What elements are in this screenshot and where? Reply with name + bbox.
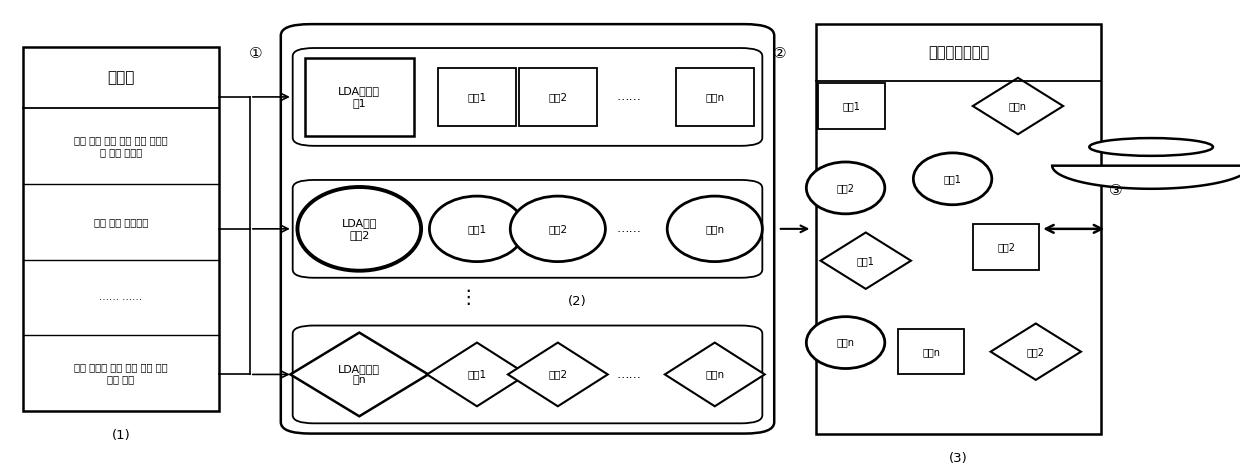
Text: 主题2: 主题2 [548, 224, 568, 234]
FancyBboxPatch shape [293, 326, 763, 423]
Text: 主题2: 主题2 [548, 92, 568, 102]
Bar [898, 329, 965, 374]
Text: 主题1: 主题1 [944, 174, 961, 184]
Text: ③: ③ [1109, 183, 1122, 198]
Text: 主题n: 主题n [706, 370, 724, 379]
Text: ⋮: ⋮ [459, 288, 479, 307]
Text: LDA主题
模型2: LDA主题 模型2 [341, 218, 377, 240]
Text: ②: ② [774, 46, 787, 61]
Text: 主题1: 主题1 [842, 101, 861, 111]
Text: (2): (2) [568, 295, 587, 308]
Text: LDA主题模
型1: LDA主题模 型1 [339, 86, 381, 108]
Polygon shape [290, 333, 428, 416]
Text: 主题n: 主题n [1009, 101, 1027, 111]
Bar [973, 224, 1039, 270]
Ellipse shape [806, 162, 885, 214]
FancyBboxPatch shape [293, 180, 763, 278]
Bar [676, 68, 754, 125]
Polygon shape [508, 343, 608, 406]
Text: ……: …… [616, 90, 641, 103]
Ellipse shape [298, 187, 422, 271]
Text: 主题1: 主题1 [857, 256, 874, 266]
Bar [518, 68, 598, 125]
Text: 主题1: 主题1 [467, 370, 486, 379]
Text: ……: …… [616, 368, 641, 381]
FancyBboxPatch shape [293, 48, 763, 146]
Text: LDA主题模
型n: LDA主题模 型n [339, 363, 381, 385]
PathPatch shape [1053, 166, 1240, 189]
Polygon shape [973, 78, 1063, 134]
Text: 主题n: 主题n [706, 92, 724, 102]
Ellipse shape [914, 153, 992, 205]
Polygon shape [427, 343, 527, 406]
Polygon shape [991, 323, 1081, 380]
Text: 主题2: 主题2 [1027, 347, 1045, 356]
Text: (1): (1) [112, 429, 130, 442]
Ellipse shape [806, 317, 885, 369]
Bar [22, 47, 219, 411]
Text: 主题1: 主题1 [467, 224, 486, 234]
Ellipse shape [667, 196, 763, 261]
Text: 主题2: 主题2 [837, 183, 854, 193]
Text: 主题2: 主题2 [997, 242, 1016, 252]
Text: 主题2: 主题2 [548, 370, 568, 379]
Bar [438, 68, 516, 125]
Text: ①: ① [249, 46, 263, 61]
Text: 语料库: 语料库 [107, 70, 135, 85]
Text: 可视化交互界面: 可视化交互界面 [928, 45, 990, 60]
Ellipse shape [511, 196, 605, 261]
FancyBboxPatch shape [280, 24, 774, 433]
Text: (3): (3) [949, 452, 968, 465]
Text: 主题n: 主题n [923, 347, 940, 356]
Text: 主题1: 主题1 [467, 92, 486, 102]
Text: …… ……: …… …… [99, 292, 143, 302]
Bar [305, 58, 414, 136]
Bar [818, 83, 885, 129]
Text: ……: …… [616, 222, 641, 235]
Text: 主题n: 主题n [837, 337, 854, 348]
Bar [816, 24, 1101, 433]
Polygon shape [821, 233, 911, 289]
Text: 民警 工作 发现 涉嫌 运输 危险物
质 违法 嫌疑人: 民警 工作 发现 涉嫌 运输 危险物 质 违法 嫌疑人 [74, 135, 167, 157]
Text: 该地 两名 吸毒人员: 该地 两名 吸毒人员 [94, 217, 148, 227]
Ellipse shape [1089, 138, 1213, 156]
Polygon shape [665, 343, 765, 406]
Text: 犯罪 嫌疑人 举报 毒品 来源 涉嫌
贩卖 毒品: 犯罪 嫌疑人 举报 毒品 来源 涉嫌 贩卖 毒品 [74, 362, 167, 384]
Ellipse shape [429, 196, 525, 261]
Text: 主题n: 主题n [706, 224, 724, 234]
